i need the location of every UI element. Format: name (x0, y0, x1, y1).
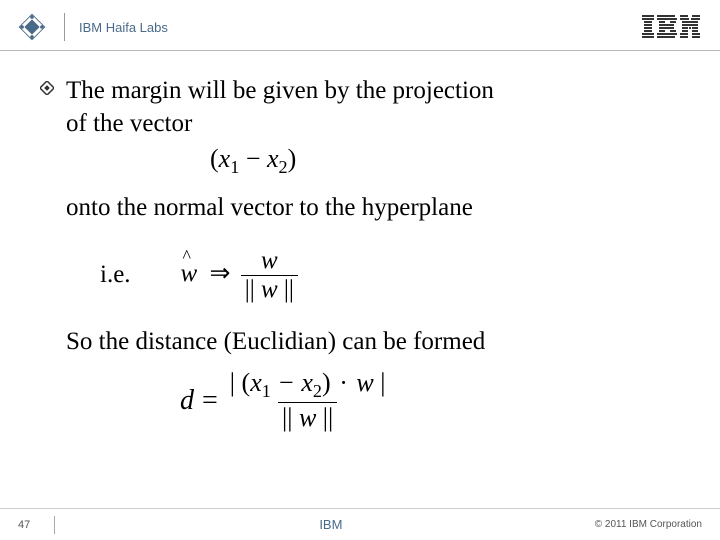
formula-row-normal: i.e. ^w ⇒ w w (66, 247, 680, 304)
bullet-icon (40, 75, 56, 107)
text-line-3: So the distance (Euclidian) can be forme… (66, 326, 680, 359)
equation-unit-normal: ^w ⇒ w w (181, 247, 298, 304)
diamond-logo-icon (14, 9, 50, 45)
text-line-1b: of the vector (66, 108, 680, 141)
footer-bar: 47 IBM © 2011 IBM Corporation (0, 508, 720, 540)
bullet-line-1: The margin will be given by the projecti… (40, 75, 680, 108)
ibm-logo-icon (642, 15, 700, 39)
footer-center-label: IBM (67, 517, 595, 532)
footer-divider (54, 516, 55, 534)
equation-distance: d = (x1 − x2) · w w (180, 368, 680, 433)
ie-label: i.e. (100, 261, 131, 289)
header-divider (64, 13, 65, 41)
text-line-1a: The margin will be given by the projecti… (66, 75, 494, 108)
text-line-2: onto the normal vector to the hyperplane (66, 192, 680, 225)
page-number: 47 (18, 519, 48, 531)
copyright-label: © 2011 IBM Corporation (595, 519, 702, 530)
lab-name-label: IBM Haifa Labs (79, 20, 642, 35)
header-bar: IBM Haifa Labs (0, 0, 720, 50)
equation-vector-diff: (x1 − x2) (210, 144, 680, 178)
slide-content: The margin will be given by the projecti… (0, 51, 720, 433)
